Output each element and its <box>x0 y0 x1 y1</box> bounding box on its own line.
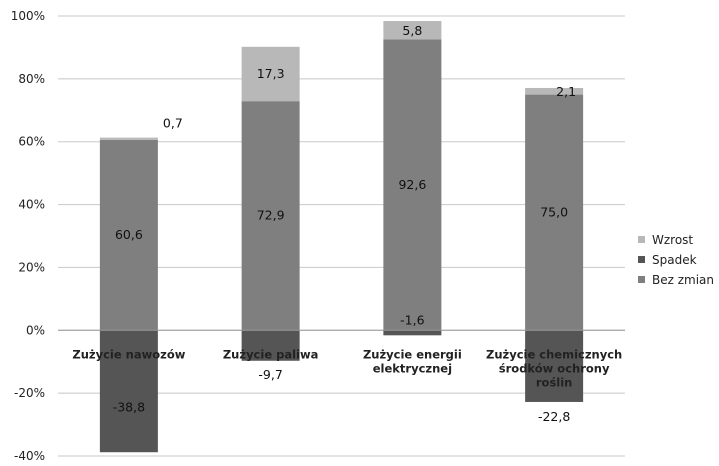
legend-swatch <box>638 276 645 283</box>
bar-wzrost <box>525 87 584 95</box>
data-label: 72,9 <box>257 208 285 223</box>
category-label: Zużycie energii <box>363 347 462 361</box>
legend-label: Wzrost <box>652 233 693 247</box>
data-label: -1,6 <box>400 312 424 327</box>
legend-swatch <box>638 256 645 263</box>
bar-bez-zmian <box>241 101 300 331</box>
data-label: -9,7 <box>258 367 282 382</box>
bar-wzrost <box>383 21 442 40</box>
data-label: 60,6 <box>115 227 143 242</box>
category-label: roślin <box>536 375 573 389</box>
category-label: środków ochrony <box>499 361 610 375</box>
category-labels: Zużycie nawozów Zużycie paliwa Zużycie ene… <box>72 347 622 389</box>
y-tick-label: 60% <box>18 135 45 149</box>
data-label: 92,6 <box>398 177 426 192</box>
y-tick-labels: 100% 80% 60% 40% 20% 0% -20% -40% <box>11 9 45 463</box>
data-labels: 60,6 72,9 92,6 75,0 0,7 17,3 5,8 2,1 -38,8 -9,7 -1… <box>113 23 576 424</box>
y-tick-label: 100% <box>11 9 45 23</box>
data-label: 0,7 <box>163 116 183 131</box>
y-tick-label: -40% <box>14 449 45 461</box>
data-label: 75,0 <box>540 204 568 219</box>
bar-spadek <box>525 330 584 402</box>
legend-swatch <box>638 236 645 243</box>
data-label: 2,1 <box>556 84 576 99</box>
bar-wzrost <box>99 137 158 140</box>
bar-wzrost <box>241 46 300 102</box>
bar-bez-zmian <box>383 39 442 331</box>
y-tick-label: 20% <box>18 260 45 274</box>
data-label: 17,3 <box>257 66 285 81</box>
category-label: Zużycie chemicznych <box>486 347 622 361</box>
category-label: elektrycznej <box>373 361 452 375</box>
category-label: Zużycie nawozów <box>72 347 185 361</box>
legend-label: Spadek <box>652 253 697 267</box>
category-label: Zużycie paliwa <box>223 347 319 361</box>
y-tick-label: 0% <box>26 323 45 337</box>
y-tick-label: 80% <box>18 72 45 86</box>
bars <box>99 21 584 453</box>
bar-spadek <box>241 330 300 361</box>
data-label: -22,8 <box>538 409 570 424</box>
legend: Wzrost Spadek Bez zmian <box>638 233 714 287</box>
legend-label: Bez zmian <box>652 273 714 287</box>
bar-bez-zmian <box>525 94 584 331</box>
y-tick-label: 40% <box>18 198 45 212</box>
bar-bez-zmian <box>99 139 158 331</box>
y-tick-label: -20% <box>14 386 45 400</box>
bar-spadek <box>383 330 442 336</box>
data-label: -38,8 <box>113 399 145 414</box>
bar-spadek <box>99 330 158 453</box>
data-label: 5,8 <box>402 23 422 38</box>
